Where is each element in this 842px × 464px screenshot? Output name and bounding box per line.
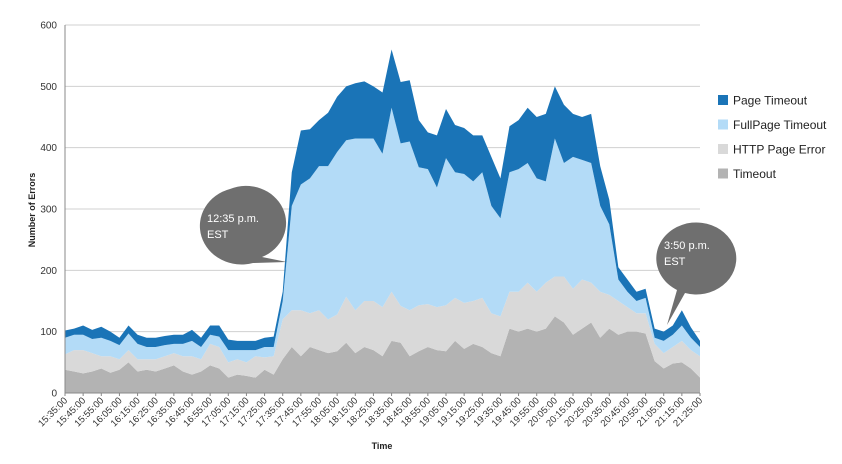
legend-swatch-page-timeout — [718, 95, 728, 105]
series-area-http-page-error — [65, 276, 700, 378]
y-tick-label: 100 — [40, 327, 57, 338]
legend: Page Timeout FullPage Timeout HTTP Page Er… — [718, 94, 827, 181]
callout-350-line1: 3:50 p.m. — [664, 240, 710, 252]
y-axis-title: Number of Errors — [27, 173, 37, 248]
x-axis-title: Time — [372, 441, 393, 451]
y-tick-label: 0 — [51, 389, 57, 400]
legend-label-page-timeout: Page Timeout — [733, 94, 808, 108]
legend-swatch-fullpage-timeout — [718, 119, 728, 130]
x-tick-labels: 15:35:0015:45:0015:55:0016:05:0016:15:00… — [36, 393, 705, 429]
y-tick-label: 600 — [40, 21, 57, 32]
callout-1235: 12:35 p.m. EST — [199, 185, 287, 265]
callout-350: 3:50 p.m. EST — [656, 222, 737, 325]
legend-label-timeout: Timeout — [733, 167, 777, 181]
callout-350-line2: EST — [664, 256, 686, 268]
legend-swatch-http-page-error — [718, 144, 728, 154]
y-tick-label: 300 — [40, 205, 57, 216]
y-tick-label: 400 — [40, 143, 57, 154]
legend-label-http-page-error: HTTP Page Error — [733, 143, 825, 157]
y-tick-labels: 0 100 200 300 400 500 600 — [40, 21, 57, 400]
callout-1235-line2: EST — [207, 229, 229, 241]
callout-350-bubble — [656, 222, 737, 325]
y-tick-label: 500 — [40, 82, 57, 93]
callout-1235-bubble — [199, 185, 287, 265]
series-areas — [65, 49, 700, 393]
legend-swatch-timeout — [718, 168, 728, 179]
series-area-timeout — [65, 316, 700, 393]
series-area-page-timeout — [65, 49, 700, 351]
legend-label-fullpage-timeout: FullPage Timeout — [733, 118, 827, 132]
callout-1235-line1: 12:35 p.m. — [207, 213, 259, 225]
y-tick-label: 200 — [40, 266, 57, 277]
series-area-fullpage-timeout — [65, 107, 700, 363]
